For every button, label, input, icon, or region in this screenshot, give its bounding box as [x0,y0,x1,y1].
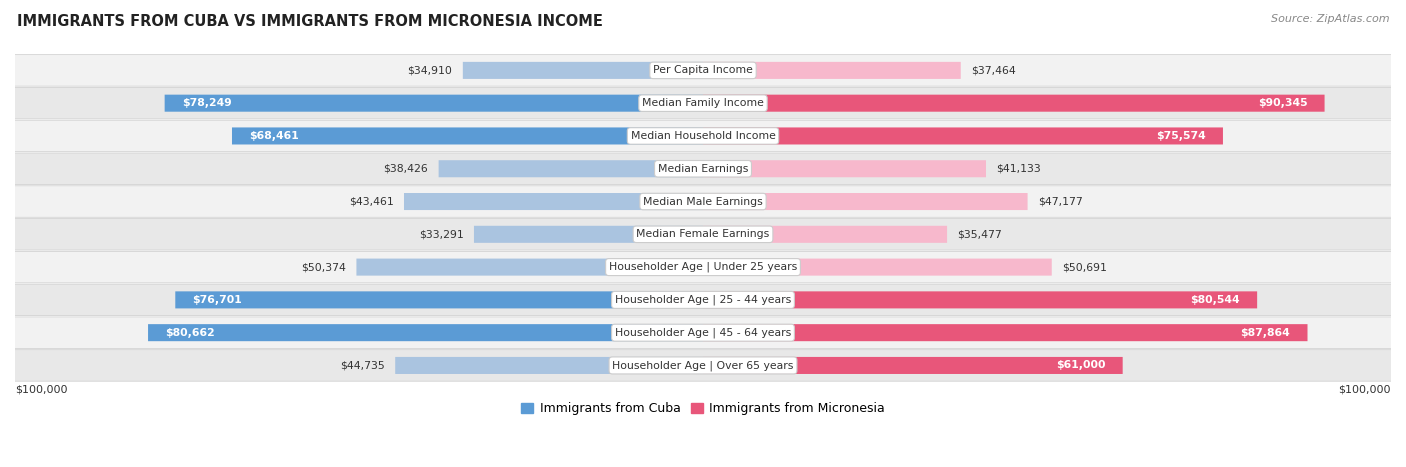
Text: Householder Age | 45 - 64 years: Householder Age | 45 - 64 years [614,327,792,338]
Text: $35,477: $35,477 [957,229,1002,239]
FancyBboxPatch shape [703,291,1257,308]
FancyBboxPatch shape [703,160,986,177]
FancyBboxPatch shape [703,226,948,243]
Text: $33,291: $33,291 [419,229,464,239]
Text: $50,691: $50,691 [1062,262,1107,272]
Text: $47,177: $47,177 [1038,197,1083,206]
FancyBboxPatch shape [703,324,1308,341]
Text: Median Earnings: Median Earnings [658,164,748,174]
Text: Householder Age | Over 65 years: Householder Age | Over 65 years [612,360,794,371]
Text: Median Female Earnings: Median Female Earnings [637,229,769,239]
FancyBboxPatch shape [8,153,1398,184]
FancyBboxPatch shape [439,160,703,177]
FancyBboxPatch shape [148,324,703,341]
FancyBboxPatch shape [463,62,703,79]
Text: $68,461: $68,461 [249,131,299,141]
FancyBboxPatch shape [8,317,1398,348]
FancyBboxPatch shape [232,127,703,144]
Text: $50,374: $50,374 [301,262,346,272]
Text: $87,864: $87,864 [1240,328,1291,338]
Text: Median Household Income: Median Household Income [630,131,776,141]
Text: $75,574: $75,574 [1156,131,1206,141]
FancyBboxPatch shape [703,62,960,79]
FancyBboxPatch shape [165,95,703,112]
Text: $76,701: $76,701 [193,295,242,305]
Text: $78,249: $78,249 [181,98,232,108]
Text: $38,426: $38,426 [384,164,429,174]
FancyBboxPatch shape [703,357,1122,374]
FancyBboxPatch shape [8,55,1398,86]
Legend: Immigrants from Cuba, Immigrants from Micronesia: Immigrants from Cuba, Immigrants from Mi… [516,397,890,420]
Text: $80,544: $80,544 [1191,295,1240,305]
FancyBboxPatch shape [8,219,1398,250]
Text: $90,345: $90,345 [1258,98,1308,108]
Text: Source: ZipAtlas.com: Source: ZipAtlas.com [1271,14,1389,24]
Text: Median Male Earnings: Median Male Earnings [643,197,763,206]
Text: Median Family Income: Median Family Income [643,98,763,108]
FancyBboxPatch shape [8,87,1398,119]
Text: $37,464: $37,464 [972,65,1015,75]
Text: $34,910: $34,910 [408,65,453,75]
FancyBboxPatch shape [703,259,1052,276]
Text: $44,735: $44,735 [340,361,385,370]
Text: IMMIGRANTS FROM CUBA VS IMMIGRANTS FROM MICRONESIA INCOME: IMMIGRANTS FROM CUBA VS IMMIGRANTS FROM … [17,14,603,29]
FancyBboxPatch shape [703,193,1028,210]
FancyBboxPatch shape [703,95,1324,112]
Text: Per Capita Income: Per Capita Income [652,65,754,75]
FancyBboxPatch shape [8,350,1398,381]
FancyBboxPatch shape [8,120,1398,152]
FancyBboxPatch shape [357,259,703,276]
FancyBboxPatch shape [474,226,703,243]
FancyBboxPatch shape [703,127,1223,144]
FancyBboxPatch shape [176,291,703,308]
Text: $100,000: $100,000 [15,384,67,394]
Text: $43,461: $43,461 [349,197,394,206]
Text: Householder Age | Under 25 years: Householder Age | Under 25 years [609,262,797,272]
Text: $61,000: $61,000 [1056,361,1105,370]
FancyBboxPatch shape [404,193,703,210]
FancyBboxPatch shape [8,186,1398,217]
Text: $41,133: $41,133 [997,164,1040,174]
FancyBboxPatch shape [8,251,1398,283]
FancyBboxPatch shape [8,284,1398,316]
Text: $100,000: $100,000 [1339,384,1391,394]
Text: $80,662: $80,662 [166,328,215,338]
Text: Householder Age | 25 - 44 years: Householder Age | 25 - 44 years [614,295,792,305]
FancyBboxPatch shape [395,357,703,374]
